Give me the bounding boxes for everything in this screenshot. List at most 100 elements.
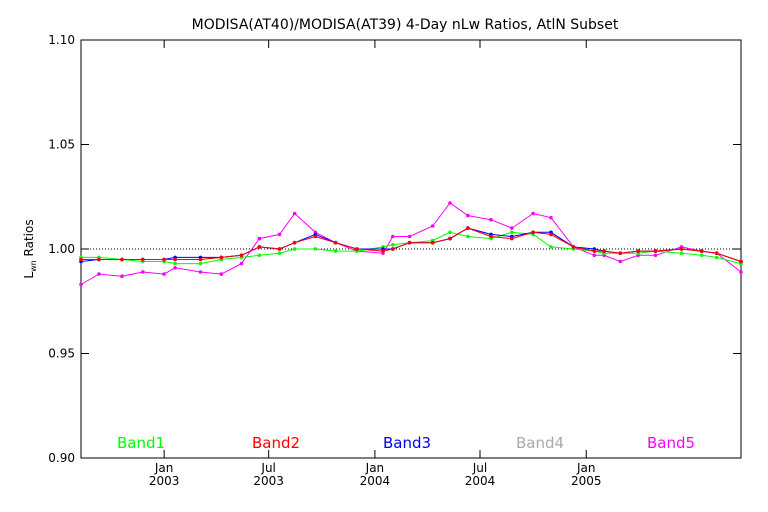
series-band2 [79, 226, 743, 264]
point-band2-3 [141, 257, 145, 262]
point-band2-0 [79, 257, 83, 262]
point-band1-6 [198, 261, 203, 266]
point-band2-4 [162, 257, 166, 262]
point-band5-10 [277, 232, 282, 237]
x-tick-month-4: Jan [576, 461, 596, 475]
point-band1-13 [333, 249, 338, 253]
point-band5-18 [430, 224, 435, 228]
axes: 0.900.951.001.051.10Jan2003Jul2003Jan200… [48, 33, 741, 488]
point-band5-0 [79, 282, 83, 287]
point-band5-11 [292, 211, 297, 216]
point-band5-16 [391, 234, 395, 239]
point-band1-31 [679, 251, 684, 255]
point-band2-8 [239, 253, 244, 258]
point-band5-9 [257, 236, 262, 241]
point-band2-16 [391, 247, 395, 251]
y-axis-label-main: L [22, 272, 36, 279]
point-band1-11 [292, 247, 297, 251]
point-band2-13 [333, 240, 338, 245]
point-band5-26 [592, 253, 597, 258]
point-band2-31 [679, 247, 684, 251]
point-band5-34 [739, 270, 743, 274]
y-axis-label-subscript: wn [29, 260, 38, 272]
point-band5-19 [448, 201, 452, 205]
y-tick-label-0: 0.90 [48, 451, 75, 465]
point-band2-6 [198, 257, 203, 262]
point-band1-20 [466, 234, 470, 239]
point-band2-11 [292, 240, 297, 245]
series-band5 [79, 201, 743, 287]
point-band5-5 [173, 266, 177, 270]
point-band1-5 [173, 261, 177, 266]
point-band5-8 [239, 261, 244, 266]
point-band1-16 [391, 243, 395, 247]
y-tick-label-4: 1.10 [48, 33, 75, 47]
point-band1-9 [257, 253, 262, 258]
point-band2-23 [531, 230, 535, 235]
point-band2-5 [173, 257, 177, 262]
point-band1-22 [510, 230, 514, 235]
line-band2 [81, 227, 742, 262]
chart-title: MODISA(AT40)/MODISA(AT39) 4-Day nLw Rati… [192, 17, 619, 33]
point-band2-25 [571, 245, 576, 249]
legend-band2: Band2 [252, 434, 300, 452]
point-band2-12 [313, 234, 318, 239]
y-axis-label: Lwn Ratios [22, 219, 38, 278]
point-band5-20 [466, 213, 470, 218]
point-band5-4 [162, 272, 166, 276]
legend-band4: Band4 [516, 434, 564, 452]
point-band2-20 [466, 226, 470, 230]
point-band2-24 [549, 232, 553, 237]
point-band2-29 [636, 249, 640, 253]
line-band3 [80, 227, 742, 262]
point-band5-23 [531, 211, 535, 216]
point-band2-27 [602, 249, 606, 253]
point-band2-21 [489, 234, 493, 239]
point-band2-34 [739, 259, 743, 264]
point-band1-24 [549, 245, 553, 249]
legend-band5: Band5 [647, 434, 695, 452]
point-band5-2 [120, 274, 124, 279]
point-band2-9 [257, 245, 262, 249]
x-tick-year-1: 2003 [253, 474, 284, 488]
point-band2-1 [97, 257, 101, 262]
x-tick-month-2: Jan [365, 461, 385, 475]
point-band1-33 [714, 255, 719, 260]
point-band2-19 [448, 236, 452, 241]
point-band1-19 [448, 230, 452, 235]
point-band1-12 [313, 247, 318, 251]
legend-band3: Band3 [383, 434, 431, 452]
point-band5-30 [653, 253, 658, 258]
point-band5-22 [510, 226, 514, 230]
point-band2-10 [277, 247, 282, 251]
point-band2-32 [699, 249, 704, 253]
legend-band1: Band1 [117, 434, 165, 452]
y-axis-label-rest: Ratios [22, 219, 36, 260]
x-tick-month-1: Jul [260, 461, 275, 475]
y-tick-label-3: 1.05 [48, 138, 75, 152]
x-tick-month-0: Jan [154, 461, 174, 475]
point-band2-2 [120, 257, 124, 262]
y-tick-label-2: 1.00 [48, 242, 75, 256]
point-band2-14 [355, 247, 359, 251]
point-band5-28 [618, 259, 623, 264]
point-band5-6 [198, 270, 203, 274]
series-band1 [79, 230, 743, 266]
x-tick-year-2: 2004 [360, 474, 391, 488]
legend: Band1 Band2 Band3 Band4 Band5 [117, 434, 695, 452]
series-layer [79, 201, 743, 287]
point-band5-7 [219, 272, 224, 276]
x-tick-year-0: 2003 [149, 474, 180, 488]
point-band2-28 [618, 251, 623, 255]
x-tick-month-3: Jul [472, 461, 487, 475]
x-tick-year-4: 2005 [571, 474, 602, 488]
line-band4 [81, 227, 742, 262]
point-band2-30 [653, 249, 658, 253]
point-band2-7 [219, 255, 224, 260]
point-band1-32 [699, 253, 704, 258]
y-tick-label-1: 0.95 [48, 347, 75, 361]
point-band5-1 [97, 272, 101, 276]
point-band2-22 [510, 236, 514, 241]
point-band2-17 [407, 240, 412, 245]
